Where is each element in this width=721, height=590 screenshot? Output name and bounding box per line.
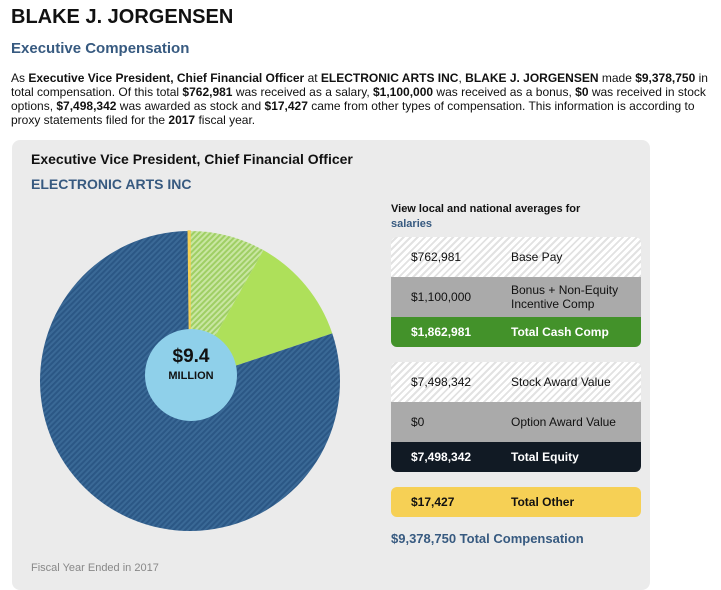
cash-comp-group: $762,981 Base Pay $1,100,000 Bonus + Non-E… (391, 237, 641, 347)
card-title: Executive Vice President, Chief Financia… (31, 151, 353, 167)
total-badge: $9.4 MILLION (145, 329, 237, 421)
compensation-card: Executive Vice President, Chief Financia… (12, 140, 650, 590)
stock-award-row: $7,498,342 Stock Award Value (391, 362, 641, 402)
equity-group: $7,498,342 Stock Award Value $0 Option Awa… (391, 362, 641, 472)
total-cash-row: $1,862,981 Total Cash Comp (391, 317, 641, 347)
section-title: Executive Compensation (11, 40, 190, 57)
total-other-row: $17,427 Total Other (391, 487, 641, 517)
fiscal-year-note: Fiscal Year Ended in 2017 (31, 562, 159, 574)
total-compensation: $9,378,750 Total Compensation (391, 531, 584, 546)
intro-paragraph: As Executive Vice President, Chief Finan… (11, 71, 708, 127)
base-pay-row: $762,981 Base Pay (391, 237, 641, 277)
averages-prompt: View local and national averages for sala… (391, 203, 581, 230)
total-value: $9.4 (172, 346, 210, 367)
option-award-row: $0 Option Award Value (391, 402, 641, 442)
total-equity-row: $7,498,342 Total Equity (391, 442, 641, 472)
card-company: ELECTRONIC ARTS INC (31, 176, 192, 192)
total-unit: MILLION (168, 370, 214, 382)
bonus-row: $1,100,000 Bonus + Non-Equity Incentive C… (391, 277, 641, 317)
other-group: $17,427 Total Other (391, 487, 641, 517)
salaries-link[interactable]: salaries (391, 218, 432, 230)
executive-name: BLAKE J. JORGENSEN (11, 6, 234, 28)
